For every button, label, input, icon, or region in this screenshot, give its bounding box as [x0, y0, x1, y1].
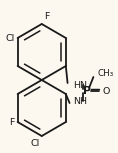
Text: F: F: [9, 118, 15, 127]
Text: Cl: Cl: [5, 34, 15, 43]
Text: O: O: [102, 86, 110, 95]
Text: Cl: Cl: [30, 139, 40, 148]
Text: CH₃: CH₃: [97, 69, 114, 78]
Text: HN: HN: [74, 80, 88, 90]
Text: F: F: [44, 12, 49, 21]
Text: NH: NH: [74, 97, 88, 106]
Text: P: P: [83, 86, 91, 96]
